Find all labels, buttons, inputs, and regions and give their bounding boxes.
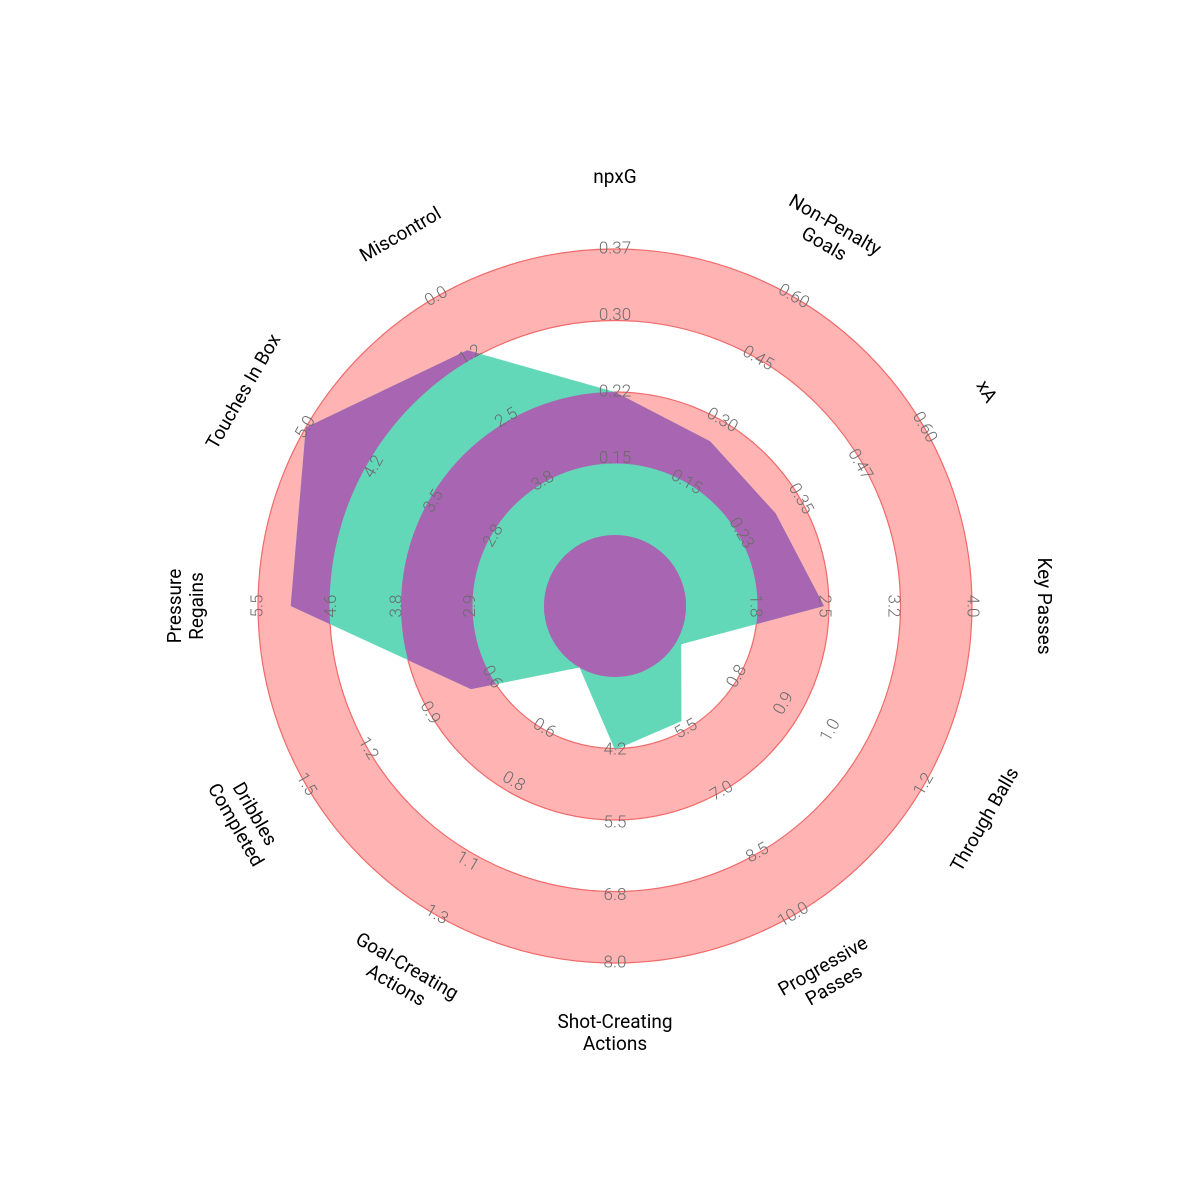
param-label-line: npxG: [593, 165, 636, 188]
tick-label: 0.15: [599, 448, 631, 468]
tick-label: 5.5: [247, 595, 267, 618]
param-label: DribblesCompleted: [203, 768, 288, 870]
tick-label: 8.0: [604, 952, 627, 972]
tick-label: 2.9: [460, 595, 480, 618]
tick-label: 4.2: [604, 739, 627, 759]
param-label-line: Shot-Creating: [557, 1010, 672, 1033]
tick-label: 4.0: [963, 595, 983, 618]
tick-label: 0.37: [599, 238, 631, 258]
param-label: Through Balls: [945, 763, 1023, 875]
param-label: Touches In Box: [201, 329, 286, 453]
center-disc: [544, 535, 686, 677]
param-label: Miscontrol: [355, 202, 445, 267]
tick-label: 1.8: [746, 595, 766, 618]
param-label-line: Miscontrol: [355, 202, 445, 267]
tick-label: 3.2: [884, 595, 904, 618]
tick-label: 6.8: [604, 885, 627, 905]
param-label: Goal-CreatingActions: [341, 927, 463, 1023]
param-label: npxG: [593, 165, 636, 188]
param-label: xA: [972, 376, 1003, 407]
param-label-line: Pressure: [163, 569, 186, 644]
tick-label: 0.22: [599, 381, 631, 401]
param-label-line: Touches In Box: [201, 329, 286, 453]
param-label-line: Actions: [583, 1032, 647, 1055]
param-label: Non-PenaltyGoals: [774, 189, 885, 279]
param-label: Key Passes: [1033, 557, 1056, 654]
param-label-line: Regains: [185, 572, 208, 640]
tick-label: 3.8: [386, 595, 406, 618]
tick-label: 2.5: [815, 595, 835, 618]
param-label-line: Key Passes: [1033, 557, 1056, 654]
param-label-line: xA: [972, 376, 1003, 407]
tick-label: 5.5: [604, 812, 627, 832]
param-label: Shot-Creating Actions: [557, 1010, 672, 1055]
tick-label: 4.6: [321, 595, 341, 618]
param-label-line: Through Balls: [945, 763, 1023, 875]
tick-label: 0.30: [599, 305, 631, 325]
param-label: PressureRegains: [163, 569, 208, 644]
param-label: ProgressivePasses: [774, 931, 883, 1020]
